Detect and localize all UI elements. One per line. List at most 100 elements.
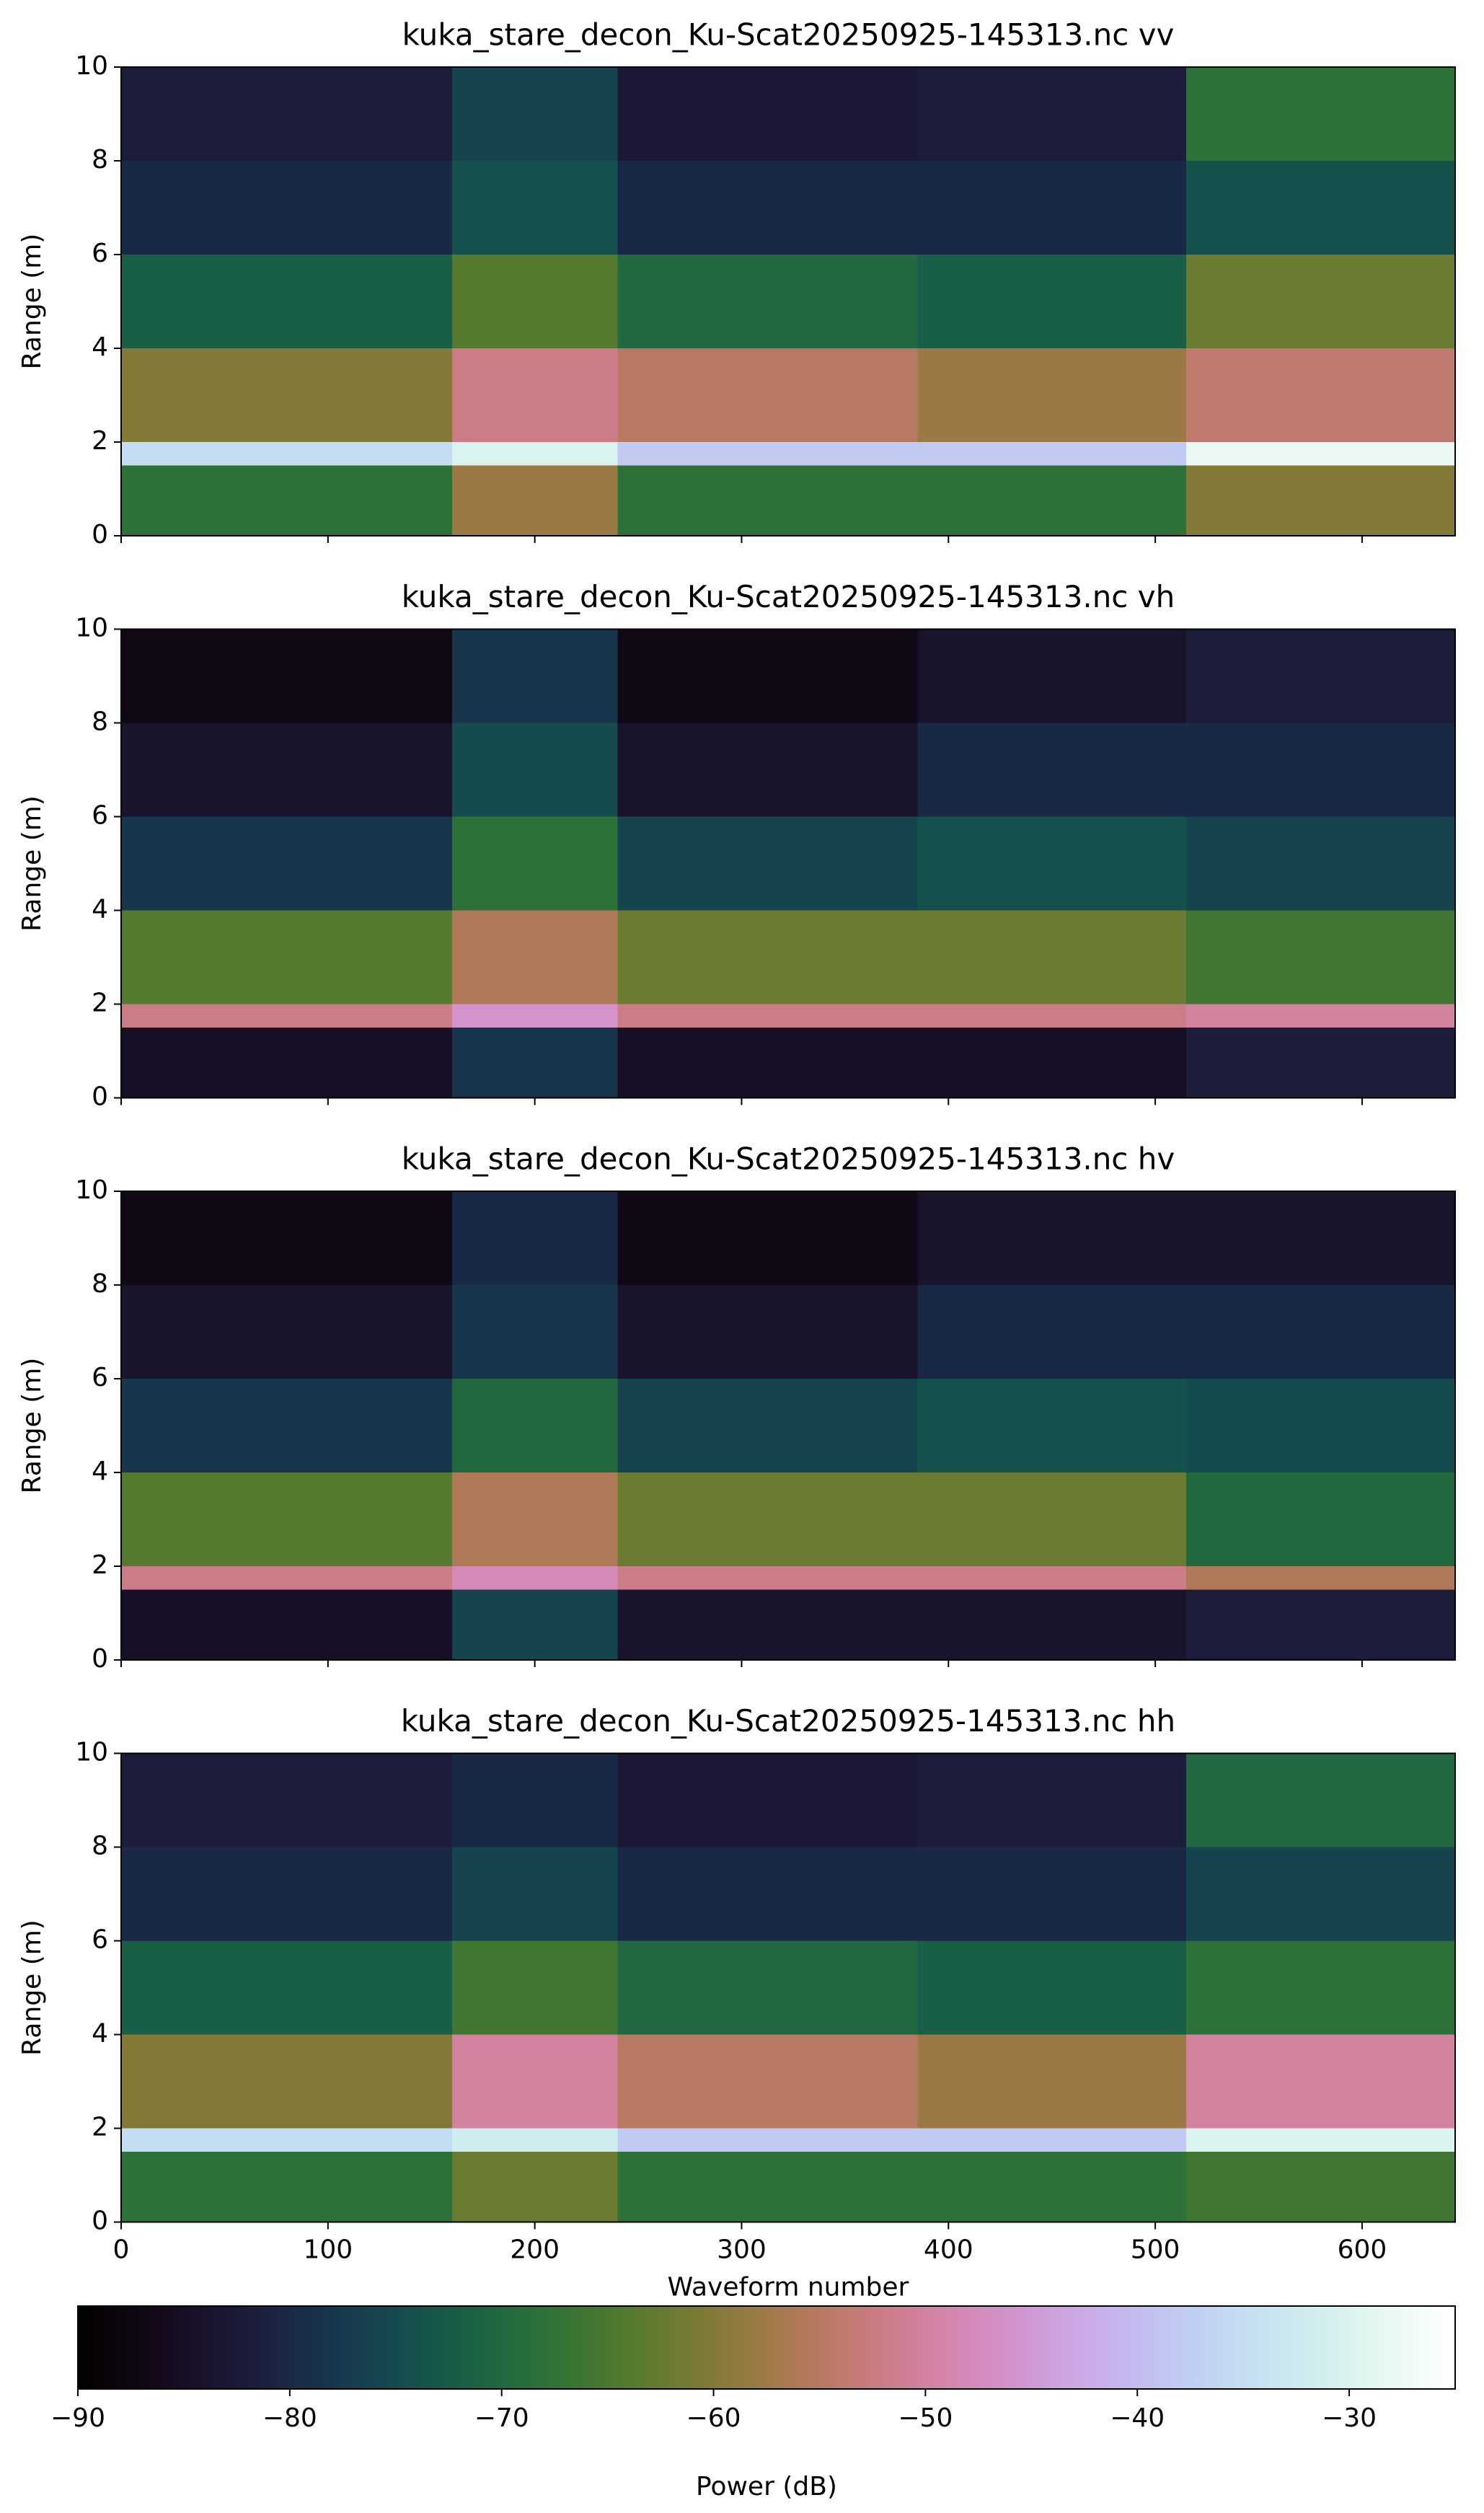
panel-title: kuka_stare_decon_Ku-Scat20250925-145313.… — [402, 1141, 1175, 1177]
heatmap-cell — [617, 1285, 918, 1379]
axes-frame — [120, 66, 1456, 536]
y-tick-label: 2 — [92, 989, 108, 1018]
heatmap-cell — [617, 1379, 918, 1472]
heatmap-cell — [1186, 1028, 1455, 1098]
heatmap-cell — [617, 67, 918, 161]
heatmap-cell — [1186, 1847, 1455, 1941]
heatmap-cell — [917, 442, 1187, 466]
heatmap-cell — [451, 465, 618, 536]
y-tick-label: 8 — [92, 707, 108, 737]
heatmap-cell — [1186, 2034, 1455, 2129]
colorbar-tick-label: −70 — [474, 2403, 529, 2433]
heatmap-cell — [451, 1847, 618, 1941]
heatmap-cell — [617, 1566, 918, 1590]
heatmap-cell — [917, 2128, 1187, 2152]
heatmap-cell — [451, 255, 618, 348]
heatmap-cell — [917, 255, 1187, 348]
heatmap-cell — [121, 1753, 452, 1847]
heatmap-cell — [451, 1379, 618, 1472]
x-tick-label: 300 — [717, 2235, 767, 2265]
y-tick-label: 6 — [92, 801, 108, 831]
heatmap-cell — [917, 1589, 1187, 1660]
heatmap-cell — [917, 816, 1187, 911]
y-tick-label: 2 — [92, 426, 108, 456]
heatmap-cell — [1186, 161, 1455, 255]
heatmap-cell — [451, 1753, 618, 1847]
heatmap-cell — [451, 1285, 618, 1379]
heatmap-cell — [1186, 67, 1455, 161]
y-tick-label: 10 — [75, 614, 108, 643]
heatmap-cell — [451, 2128, 618, 2152]
x-tick-label: 200 — [510, 2235, 560, 2265]
heatmap-cell — [121, 1847, 452, 1941]
heatmap-cell — [1186, 1753, 1455, 1847]
heatmap-cell — [451, 1566, 618, 1590]
heatmap-cell — [121, 465, 452, 536]
heatmap-cell — [121, 1379, 452, 1472]
heatmap-cell — [1186, 1566, 1455, 1590]
heatmap-cell — [121, 2152, 452, 2222]
heatmap-cell — [917, 1753, 1187, 1847]
heatmap-cell — [617, 2128, 918, 2152]
heatmap-cell — [617, 255, 918, 348]
heatmap-cell — [1186, 723, 1455, 817]
heatmap-cell — [121, 161, 452, 255]
heatmap-cell — [617, 1753, 918, 1847]
heatmap-cell — [121, 1028, 452, 1098]
heatmap-cell — [917, 910, 1187, 1004]
y-axis-label: Range (m) — [17, 795, 47, 932]
y-tick-label: 8 — [92, 1832, 108, 1861]
heatmap-cell — [617, 1940, 918, 2035]
heatmap-cell — [617, 816, 918, 911]
heatmap-cell — [451, 161, 618, 255]
y-tick-label: 0 — [92, 1644, 108, 1674]
heatmap-cell — [121, 816, 452, 911]
heatmap-cell — [1186, 348, 1455, 442]
y-tick-label: 6 — [92, 1363, 108, 1392]
heatmap-cell — [917, 629, 1187, 723]
heatmap-cell — [917, 1847, 1187, 1941]
heatmap-cell — [1186, 910, 1455, 1004]
heatmap-cell — [1186, 255, 1455, 348]
y-tick-label: 10 — [75, 1175, 108, 1205]
heatmap-cell — [121, 255, 452, 348]
heatmap-cell — [617, 161, 918, 255]
heatmap-cell — [121, 1566, 452, 1590]
heatmap-cell — [917, 161, 1187, 255]
y-tick-label: 4 — [92, 2019, 108, 2049]
heatmap-cell — [121, 2128, 452, 2152]
panel-title: kuka_stare_decon_Ku-Scat20250925-145313.… — [401, 1703, 1175, 1739]
heatmap-cell — [917, 2152, 1187, 2222]
heatmap-cell — [617, 1847, 918, 1941]
heatmap-cell — [917, 348, 1187, 442]
heatmap-cell — [451, 1589, 618, 1660]
y-tick-label: 4 — [92, 1457, 108, 1486]
x-tick-label: 500 — [1131, 2235, 1180, 2265]
heatmap-cell — [451, 67, 618, 161]
heatmap-cell — [451, 1004, 618, 1028]
heatmap-cell — [617, 2034, 918, 2129]
heatmap-cell — [451, 629, 618, 723]
heatmap-cell — [1186, 1940, 1455, 2035]
heatmap-cell — [1186, 1472, 1455, 1566]
x-tick-label: 400 — [924, 2235, 973, 2265]
heatmap-cell — [121, 1004, 452, 1028]
colorbar-tick-label: −90 — [50, 2403, 105, 2433]
heatmap-cell — [617, 1028, 918, 1098]
heatmap-cell — [1186, 1285, 1455, 1379]
heatmap-cell — [451, 1028, 618, 1098]
heatmap-cell — [1186, 442, 1455, 466]
colorbar — [77, 2305, 1456, 2390]
heatmap-cell — [917, 1004, 1187, 1028]
y-tick-label: 10 — [75, 51, 108, 81]
colorbar-label: Power (dB) — [696, 2472, 837, 2501]
heatmap-cell — [617, 910, 918, 1004]
heatmap-cell — [917, 1285, 1187, 1379]
heatmap-cell — [617, 629, 918, 723]
heatmap-cell — [617, 1589, 918, 1660]
heatmap-cell — [121, 2034, 452, 2129]
heatmap-cell — [617, 2152, 918, 2222]
heatmap-cell — [121, 1472, 452, 1566]
heatmap-cell — [451, 1191, 618, 1285]
y-tick-label: 4 — [92, 332, 108, 362]
